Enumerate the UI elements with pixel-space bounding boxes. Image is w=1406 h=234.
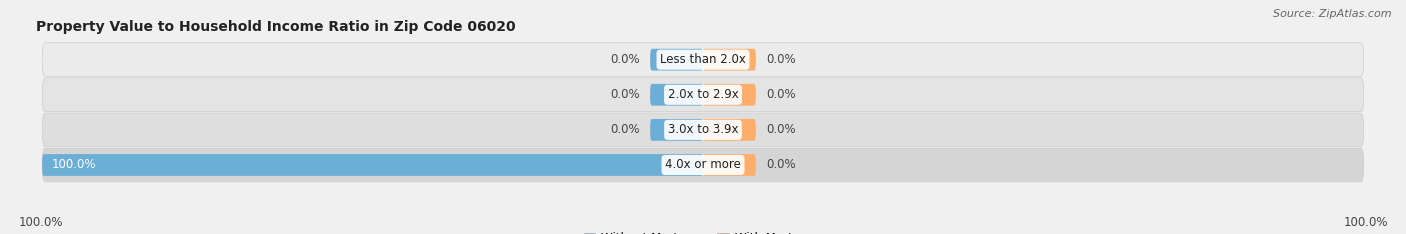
FancyBboxPatch shape	[650, 119, 703, 141]
FancyBboxPatch shape	[650, 84, 703, 106]
FancyBboxPatch shape	[703, 84, 756, 106]
FancyBboxPatch shape	[703, 154, 756, 176]
FancyBboxPatch shape	[42, 113, 1364, 147]
Text: 100.0%: 100.0%	[18, 216, 63, 229]
Text: 0.0%: 0.0%	[610, 53, 640, 66]
Text: 4.0x or more: 4.0x or more	[665, 158, 741, 172]
Text: 0.0%: 0.0%	[766, 158, 796, 172]
FancyBboxPatch shape	[42, 154, 703, 176]
Legend: Without Mortgage, With Mortgage: Without Mortgage, With Mortgage	[579, 227, 827, 234]
FancyBboxPatch shape	[703, 119, 756, 141]
Text: Source: ZipAtlas.com: Source: ZipAtlas.com	[1274, 9, 1392, 19]
Text: 2.0x to 2.9x: 2.0x to 2.9x	[668, 88, 738, 101]
Text: 100.0%: 100.0%	[1343, 216, 1388, 229]
Text: Property Value to Household Income Ratio in Zip Code 06020: Property Value to Household Income Ratio…	[35, 20, 515, 34]
FancyBboxPatch shape	[42, 78, 1364, 112]
Text: 3.0x to 3.9x: 3.0x to 3.9x	[668, 123, 738, 136]
Text: 0.0%: 0.0%	[766, 53, 796, 66]
FancyBboxPatch shape	[650, 49, 703, 70]
Text: 0.0%: 0.0%	[610, 88, 640, 101]
FancyBboxPatch shape	[42, 148, 1364, 182]
Text: 0.0%: 0.0%	[766, 123, 796, 136]
Text: 0.0%: 0.0%	[766, 88, 796, 101]
FancyBboxPatch shape	[42, 43, 1364, 77]
Text: 100.0%: 100.0%	[52, 158, 97, 172]
Text: Less than 2.0x: Less than 2.0x	[659, 53, 747, 66]
FancyBboxPatch shape	[703, 49, 756, 70]
Text: 0.0%: 0.0%	[610, 123, 640, 136]
